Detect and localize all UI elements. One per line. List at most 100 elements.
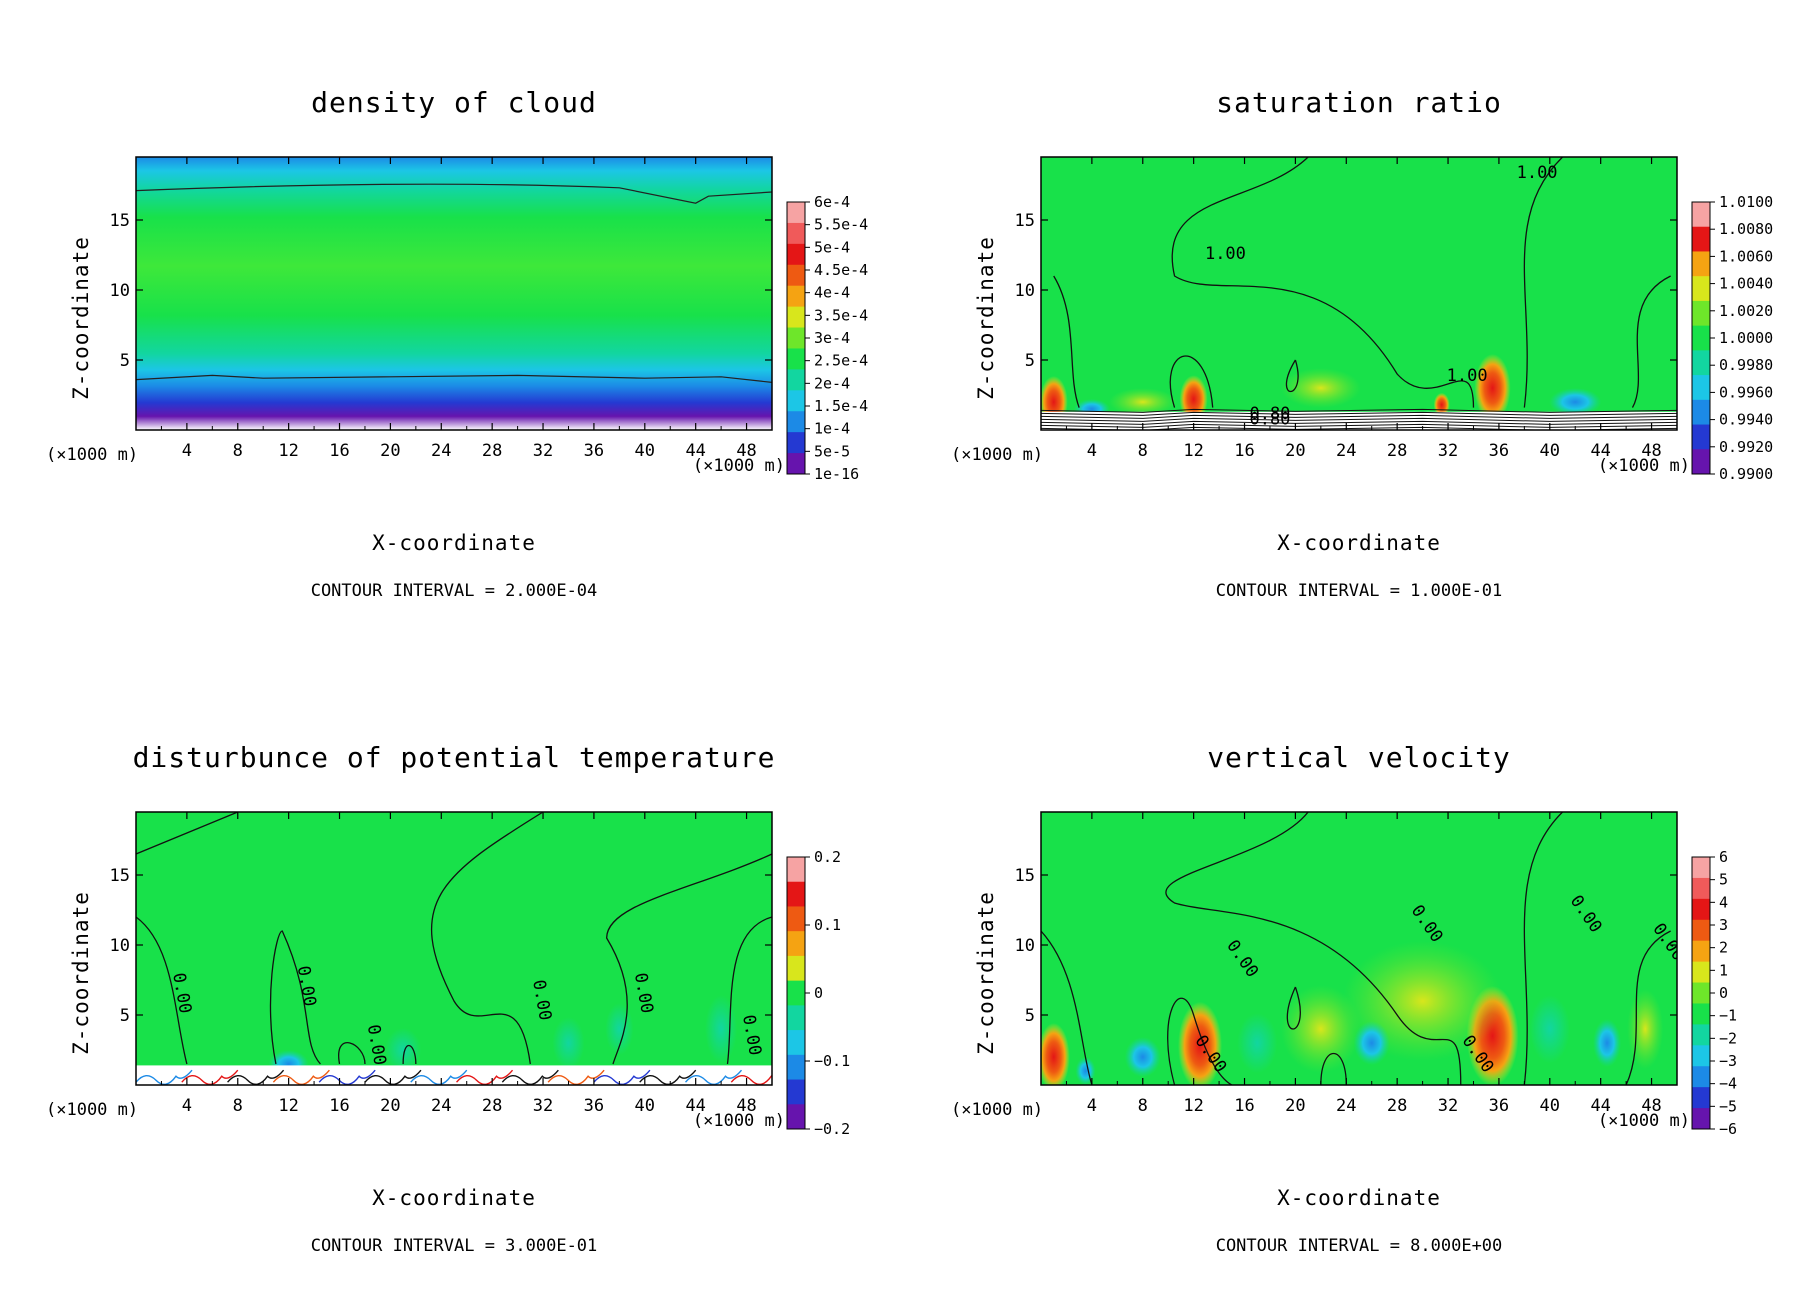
field-fill — [136, 812, 772, 1085]
colorbar-swatch — [1692, 226, 1710, 252]
y-axis-label: Z-coordinate — [974, 891, 998, 1055]
contour-line — [1171, 157, 1475, 408]
contour-interval: CONTOUR INTERVAL = 8.000E+00 — [1216, 1236, 1503, 1256]
x-tick-label: 16 — [1234, 1096, 1254, 1116]
contour-line — [136, 916, 188, 1065]
colorbar-label: 2e-4 — [814, 374, 850, 392]
minimum-blob — [1549, 388, 1602, 416]
contour-line — [1041, 408, 1677, 413]
colorbar-swatch — [787, 327, 805, 349]
colorbar-label: 5e-5 — [814, 442, 850, 460]
contour-line — [227, 1069, 285, 1085]
x-tick-label: 48 — [1641, 441, 1661, 461]
contour-line — [136, 374, 772, 383]
colorbar-swatch — [1692, 1087, 1710, 1109]
minimum-blob — [1124, 1037, 1161, 1077]
colorbar-swatch — [1692, 940, 1710, 963]
x-tick-label: 16 — [329, 441, 349, 461]
cool-blob — [552, 1017, 585, 1069]
x-tick-label: 16 — [1234, 441, 1254, 461]
contour-label: 1.00 — [1517, 163, 1558, 183]
maximum-blob — [1179, 375, 1208, 424]
colorbar-label: 3e-4 — [814, 329, 850, 347]
contour-line — [1631, 275, 1671, 408]
contour-line — [605, 853, 772, 1065]
contour-line — [639, 1069, 697, 1085]
x-tick-label: 44 — [685, 1096, 705, 1116]
x-tick-label: 44 — [1590, 441, 1610, 461]
warm-blob — [1280, 985, 1361, 1073]
colorbar-label: 0.9900 — [1719, 465, 1773, 483]
x-axis-label: X-coordinate — [1277, 531, 1441, 555]
x-tick-label: 44 — [1590, 1096, 1610, 1116]
x-tick-label: 40 — [1540, 441, 1560, 461]
x-tick-label: 12 — [278, 441, 298, 461]
cool-blob — [1529, 995, 1570, 1063]
colorbar-swatch — [1692, 1003, 1710, 1025]
y-tick-label: 15 — [110, 866, 130, 886]
contour-field — [136, 157, 772, 430]
colorbar-label: −1 — [1719, 1007, 1737, 1025]
contour-line — [1286, 986, 1301, 1030]
x-tick-label: 44 — [685, 441, 705, 461]
y-axis-label: Z-coordinate — [69, 236, 93, 400]
x-tick-label: 24 — [431, 441, 451, 461]
chart-title: vertical velocity — [1207, 741, 1511, 774]
contour-line — [1625, 930, 1671, 1085]
cool-blob — [1237, 1013, 1278, 1073]
maximum-blob — [1041, 1023, 1070, 1085]
y-tick-label: 15 — [1015, 866, 1035, 886]
plot-frame — [1040, 811, 1678, 1086]
contour-line — [430, 812, 544, 1065]
x-tick-label: 8 — [1138, 441, 1148, 461]
x-tick-label: 4 — [182, 441, 192, 461]
contour-label: 0.80 — [1249, 409, 1290, 429]
contour-line — [1165, 812, 1462, 1085]
colorbar-label: 0 — [814, 984, 823, 1002]
colorbar-swatch — [787, 857, 805, 883]
chart-panel-3: disturbunce of potential temperature 0.00… — [46, 741, 850, 1256]
colorbar-swatch — [1692, 1108, 1710, 1130]
colorbar-label: −3 — [1719, 1052, 1737, 1070]
x-tick-label: 16 — [329, 1096, 349, 1116]
colorbar-label: 5.5e-4 — [814, 216, 868, 234]
contour-line — [136, 812, 239, 855]
colorbar-label: 1.0020 — [1719, 302, 1773, 320]
contour-interval: CONTOUR INTERVAL = 1.000E-01 — [1216, 581, 1503, 601]
contour-line — [456, 1069, 514, 1085]
contour-label: 0.80 — [1249, 404, 1290, 424]
plot-frame — [135, 811, 773, 1086]
chart-title: saturation ratio — [1216, 86, 1502, 119]
colorbar-swatch — [787, 906, 805, 932]
x-tick-label: 8 — [1138, 1096, 1148, 1116]
maximum-blob — [1433, 392, 1450, 417]
x-tick-label: 24 — [431, 1096, 451, 1116]
contour-line — [1169, 355, 1214, 408]
colorbar-label: 1.0100 — [1719, 193, 1773, 211]
x-unit-left: (×1000 m) — [46, 445, 138, 465]
warm-blob — [1280, 368, 1361, 408]
contour-line — [272, 1069, 330, 1085]
y-tick-label: 10 — [1015, 281, 1035, 301]
colorbar-label: −4 — [1719, 1075, 1737, 1093]
colorbar-swatch — [787, 453, 805, 475]
y-tick-label: 10 — [110, 281, 130, 301]
colorbar-swatch — [1692, 399, 1710, 426]
colorbar-label: 0.9920 — [1719, 438, 1773, 456]
colorbar-swatch — [787, 881, 805, 907]
x-tick-label: 4 — [1087, 441, 1097, 461]
chart-panel-4: vertical velocity 0.000.00 0.000.000.00 0.0… — [951, 741, 1737, 1256]
contour-line — [1053, 275, 1080, 408]
contour-line — [364, 1069, 422, 1085]
contour-line — [1320, 1053, 1347, 1085]
minimum-blob — [1353, 1021, 1390, 1065]
plot-frame — [1040, 156, 1678, 431]
x-tick-label: 32 — [533, 441, 553, 461]
x-tick-label: 32 — [533, 1096, 553, 1116]
colorbar-label: 5 — [1719, 871, 1728, 889]
colorbar-label: 1e-16 — [814, 465, 859, 483]
x-tick-label: 36 — [584, 1096, 604, 1116]
x-tick-label: 24 — [1336, 441, 1356, 461]
